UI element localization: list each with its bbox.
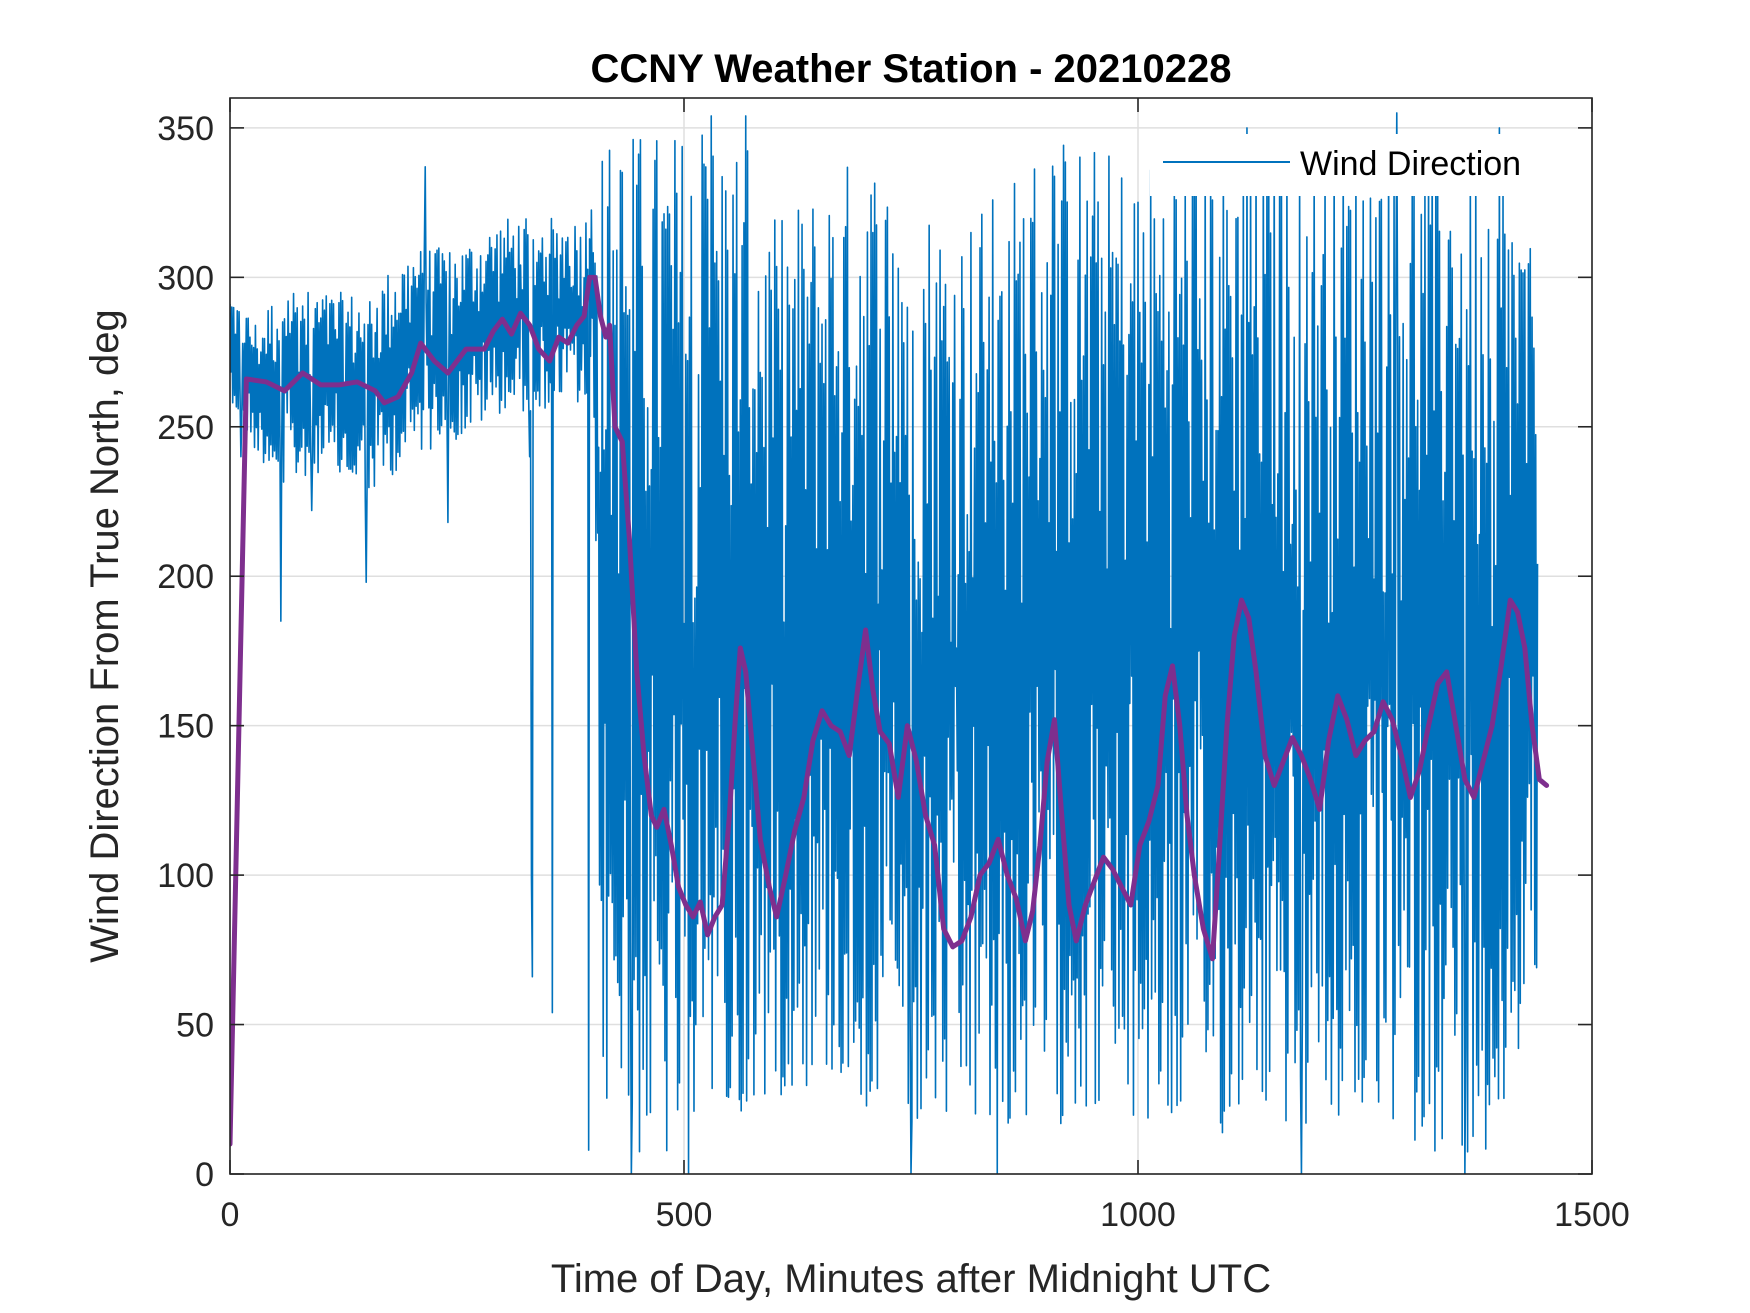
plot-frame [229, 97, 1593, 1175]
legend-box [1150, 134, 1570, 196]
y-tick-label: 150 [157, 708, 214, 746]
x-axis-label: Time of Day, Minutes after Midnight UTC [551, 1257, 1271, 1301]
y-tick-label: 0 [195, 1156, 214, 1194]
y-tick-label: 100 [157, 857, 214, 895]
legend: Wind Direction [1150, 134, 1570, 196]
axis-ticks [229, 98, 1593, 1175]
y-tick-label: 350 [157, 110, 214, 148]
y-tick-label: 250 [157, 409, 214, 447]
x-tick-label: 0 [221, 1196, 240, 1234]
series-wind-direction-line [230, 112, 1539, 1174]
y-tick-label: 300 [157, 259, 214, 297]
x-tick-label: 1500 [1554, 1196, 1630, 1234]
chart-title: CCNY Weather Station - 20210228 [591, 47, 1232, 91]
tick-labels: 0 50 100 150 200 250 300 350 0 500 1000 1500 [157, 110, 1630, 1234]
y-tick-label: 200 [157, 558, 214, 596]
y-tick-label: 50 [176, 1007, 214, 1045]
x-tick-label: 1000 [1100, 1196, 1176, 1234]
y-axis-label: Wind Direction From True North, deg [83, 309, 127, 963]
series-layer [230, 112, 1550, 1174]
legend-label: Wind Direction [1300, 145, 1521, 183]
series-running-mean-line [230, 274, 1550, 1147]
x-tick-label: 500 [656, 1196, 713, 1234]
